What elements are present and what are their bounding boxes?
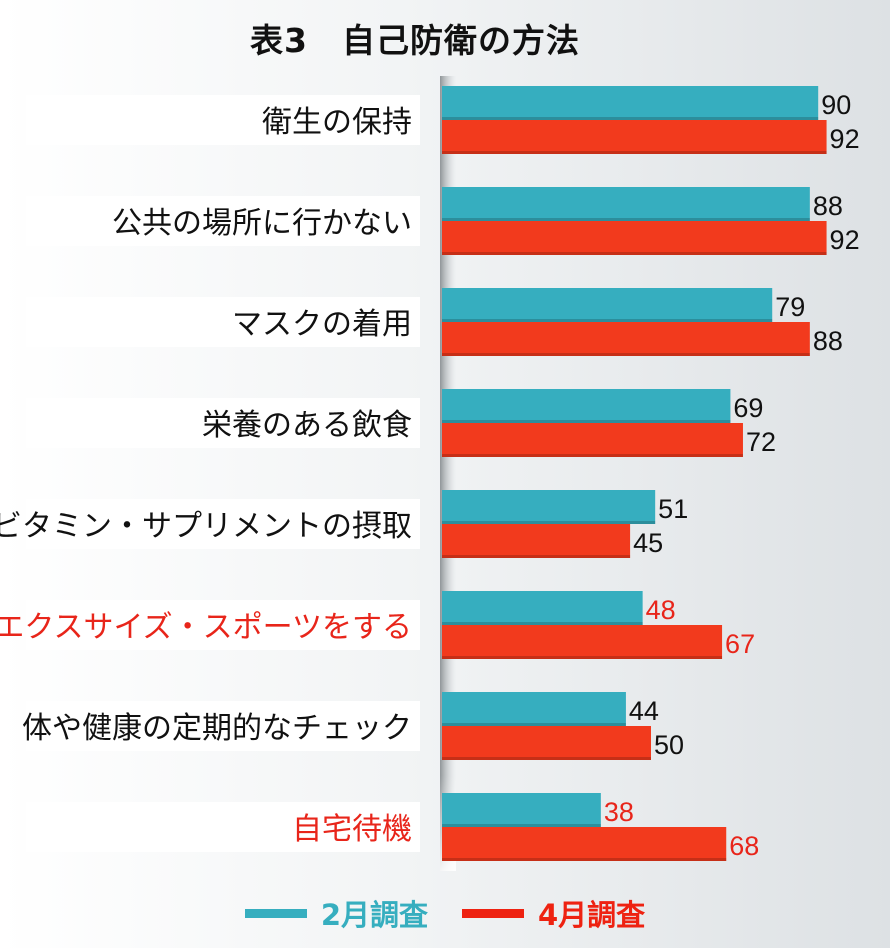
value-label-feb: 48 xyxy=(646,595,676,625)
value-label-feb: 51 xyxy=(658,494,688,524)
bar-apr-shade xyxy=(442,454,743,457)
value-label-apr: 88 xyxy=(813,326,843,356)
legend-item-feb: 2月調査 xyxy=(244,892,428,934)
category-label-box xyxy=(26,600,420,650)
bar-apr xyxy=(442,827,727,861)
category-label-box xyxy=(26,95,420,145)
bar-feb xyxy=(442,288,773,322)
bar-apr xyxy=(442,524,631,558)
value-label-feb: 90 xyxy=(821,90,851,120)
category-label: 自宅待機 xyxy=(292,812,412,847)
legend-label-apr: 4月調査 xyxy=(538,898,646,932)
bar-apr-shade xyxy=(442,757,651,760)
bar-feb xyxy=(442,187,810,221)
category-label-box xyxy=(26,802,420,852)
bar-apr xyxy=(442,423,743,457)
category-label: ビタミン・サプリメントの摂取 xyxy=(0,509,412,544)
value-label-feb: 69 xyxy=(733,393,763,423)
legend-swatch-feb xyxy=(244,908,307,918)
category-label-box xyxy=(26,499,420,549)
category-label: 栄養のある飲食 xyxy=(202,408,412,443)
value-label-feb: 88 xyxy=(813,191,843,221)
bar-apr xyxy=(442,726,651,760)
category-label: 体や健康の定期的なチェック xyxy=(22,711,412,746)
bar-feb xyxy=(442,692,626,726)
bar-apr xyxy=(442,625,723,659)
bar-apr xyxy=(442,322,810,356)
category-label-box xyxy=(26,701,420,751)
category-label: マスクの着用 xyxy=(232,307,412,342)
value-label-apr: 50 xyxy=(654,730,684,760)
bar-feb xyxy=(442,793,601,827)
bar-feb xyxy=(442,86,819,120)
bar-apr-shade xyxy=(442,151,827,154)
category-label: 公共の場所に行かない xyxy=(112,206,412,241)
bar-feb-shade xyxy=(442,218,810,221)
value-label-apr: 67 xyxy=(725,629,755,659)
bar-feb-shade xyxy=(442,622,643,625)
value-label-feb: 79 xyxy=(775,292,805,322)
legend-item-apr: 4月調査 xyxy=(462,892,645,934)
axis-shadow-fade xyxy=(440,76,456,871)
legend-swatch-apr xyxy=(462,908,524,918)
category-label: 衛生の保持 xyxy=(262,105,412,140)
bar-feb-shade xyxy=(442,117,819,120)
bar-feb-shade xyxy=(442,420,731,423)
bar-apr-shade xyxy=(442,858,727,861)
value-label-apr: 92 xyxy=(830,225,860,255)
bar-feb-shade xyxy=(442,521,656,524)
value-label-apr: 45 xyxy=(633,528,663,558)
legend: 2月調査 4月調査 xyxy=(0,893,890,933)
category-label: エクスサイズ・スポーツをする xyxy=(0,610,412,645)
bar-feb-shade xyxy=(442,824,601,827)
bar-feb xyxy=(442,389,731,423)
chart-title: 表3 自己防衛の方法 xyxy=(250,21,580,60)
value-label-feb: 38 xyxy=(604,797,634,827)
bar-feb xyxy=(442,591,643,625)
value-label-apr: 72 xyxy=(746,427,776,457)
bar-feb-shade xyxy=(442,723,626,726)
category-label-box xyxy=(26,398,420,448)
value-label-apr: 68 xyxy=(729,831,759,861)
value-label-apr: 92 xyxy=(830,124,860,154)
bar-apr-shade xyxy=(442,656,723,659)
bar-apr xyxy=(442,221,827,255)
bar-apr xyxy=(442,120,827,154)
bar-feb-shade xyxy=(442,319,773,322)
value-label-feb: 44 xyxy=(629,696,659,726)
bar-feb xyxy=(442,490,656,524)
category-label-box xyxy=(26,297,420,347)
legend-label-feb: 2月調査 xyxy=(320,898,428,932)
bar-apr-shade xyxy=(442,353,810,356)
bar-apr-shade xyxy=(442,252,827,255)
bar-apr-shade xyxy=(442,555,631,558)
category-label-box xyxy=(26,196,420,246)
